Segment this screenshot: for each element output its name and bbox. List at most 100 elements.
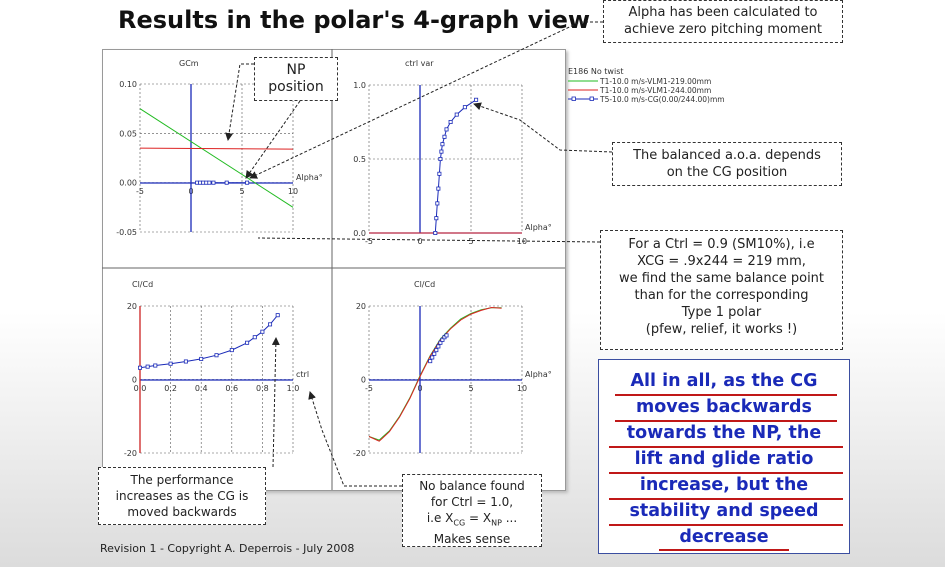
no-balance-line-3: i.e XCG = XNP ... [403, 510, 541, 531]
chart2-ytick-label: 0.5 [353, 155, 366, 164]
ctrl-example-line-6: (pfew, relief, it works !) [645, 322, 798, 337]
subscript-cg: CG [453, 518, 466, 528]
conclusion-line-2: moves backwards [636, 397, 812, 417]
chart3-series-point [145, 364, 150, 369]
chart2-series-line-2 [434, 99, 477, 234]
chart2-ytick-label: 0.0 [353, 229, 366, 238]
legend-marker [589, 96, 594, 101]
chart2-series-point [434, 216, 439, 221]
np-arrow-2 [245, 100, 301, 179]
chart3-series-point [252, 335, 257, 340]
no-balance-ie: i.e X [426, 511, 454, 525]
no-balance-line-2: for Ctrl = 1.0, [430, 495, 514, 509]
chart2-series-point [448, 120, 453, 125]
alpha-note-line-2: achieve zero pitching moment [624, 22, 822, 37]
balanced-aoa-line-2: on the CG position [666, 165, 788, 180]
ctrl-example-line-1: For a Ctrl = 0.9 (SM10%), i.e [628, 237, 815, 252]
balanced-aoa-callout: The balanced a.o.a. depends on the CG po… [612, 142, 842, 186]
chart1-series-point [207, 180, 212, 185]
chart3-ylabel: Cl/Cd [132, 280, 153, 289]
conclusion-underline-3 [609, 446, 843, 448]
conclusion-underline-2 [615, 420, 837, 422]
chart3-series-point [229, 348, 234, 353]
chart1-series-line-2 [139, 147, 294, 150]
balanced-aoa-line-1: The balanced a.o.a. depends [633, 148, 821, 163]
np-arrow [225, 63, 254, 141]
conclusion-underline-6 [609, 524, 843, 526]
chart1-ytick-label: 0.00 [119, 179, 137, 188]
conclusion-line-5: increase, but the [639, 475, 809, 495]
chart3-series-point [183, 359, 188, 364]
performance-callout: The performance increases as the CG is m… [98, 467, 266, 525]
chart1-series-point [224, 180, 229, 185]
chart4-xtick-label: 10 [517, 384, 527, 393]
chart3-xtick-label: 0.8 [256, 384, 269, 393]
chart1-xtick-label: 5 [239, 187, 244, 196]
legend-label-1: T1-10.0 m/s-VLM1-219.00mm [599, 77, 711, 86]
alpha-note-callout: Alpha has been calculated to achieve zer… [603, 0, 843, 43]
chart3-xlabel: ctrl [296, 370, 309, 379]
chart3-series-point [137, 365, 142, 370]
conclusion-underline-7 [659, 549, 789, 551]
chart3-xtick-label: 0.2 [164, 384, 177, 393]
chart4-xtick-label: 5 [468, 384, 473, 393]
np-position-line-2: position [268, 79, 324, 95]
chart2-series-point [436, 186, 441, 191]
chart4-series-point [428, 359, 433, 364]
page-title: Results in the polar's 4-graph view [118, 6, 591, 34]
chart2-ytick-label: 1.0 [353, 81, 366, 90]
chart1-xtick-label: 10 [288, 187, 298, 196]
chart1-xtick-label: -5 [136, 187, 144, 196]
chart3-series-point [214, 353, 219, 358]
chart3-series-point [245, 340, 250, 345]
chart1-ytick-label: 0.05 [119, 129, 137, 138]
chart4-ytick-label: 0 [361, 376, 366, 385]
alpha-note-arrow [249, 21, 603, 179]
chart2-series-point [437, 171, 442, 176]
legend-marker [571, 96, 576, 101]
ctrl-example-line-4: than for the corresponding [634, 288, 809, 303]
chart2-ylabel: ctrl var [405, 59, 434, 68]
chart2-series-point [440, 142, 445, 147]
chart4-xtick-label: -5 [365, 384, 373, 393]
chart2-series-point [474, 97, 479, 102]
no-balance-eq: = X [465, 511, 492, 525]
ctrl-example-line-3: we find the same balance point [618, 271, 825, 286]
chart4-series-point [432, 351, 437, 356]
legend-label-2: T1-10.0 m/s-VLM1-244.00mm [599, 86, 711, 95]
chart3-series-line-1 [139, 314, 279, 369]
chart3-series-point [153, 363, 158, 368]
chart2-xtick-label: -5 [365, 237, 373, 246]
chart4-series-line-1 [368, 307, 502, 441]
chart4-series-point [430, 355, 435, 360]
no-balance-line-4: Makes sense [433, 532, 511, 547]
chart3-series-point [260, 329, 265, 334]
chart1-series-point [211, 180, 216, 185]
conclusion-line-7: decrease [679, 527, 769, 547]
no-balance-callout: No balance found for Ctrl = 1.0, i.e XCG… [402, 474, 542, 547]
chart4-series-point [436, 344, 441, 349]
chart4-series-point [434, 348, 439, 353]
np-position-line-1: NP [286, 62, 306, 78]
chart2-series-point [442, 134, 447, 139]
chart4-ylabel: Cl/Cd [414, 280, 435, 289]
chart3-ytick-label: -20 [124, 449, 137, 458]
chart3-series-point [268, 322, 273, 327]
chart3-series-point [199, 356, 204, 361]
performance-arrow [271, 337, 280, 468]
conclusion-line-3: towards the NP, the [626, 423, 822, 443]
conclusion-underline-1 [615, 394, 837, 396]
conclusion-line-6: stability and speed [629, 501, 819, 521]
chart3-xtick-label: 0.4 [195, 384, 208, 393]
chart2-xtick-label: 0 [417, 237, 422, 246]
chart4-series-point [438, 340, 443, 345]
subscript-np: NP [491, 518, 502, 528]
no-balance-arrow [308, 391, 402, 487]
chart4-series-point [440, 337, 445, 342]
chart2-series-point [462, 105, 467, 110]
performance-line-3: moved backwards [127, 505, 237, 519]
performance-line-1: The performance [130, 473, 234, 487]
performance-line-2: increases as the CG is [115, 489, 249, 503]
chart1-xlabel: Alpha° [296, 173, 323, 182]
